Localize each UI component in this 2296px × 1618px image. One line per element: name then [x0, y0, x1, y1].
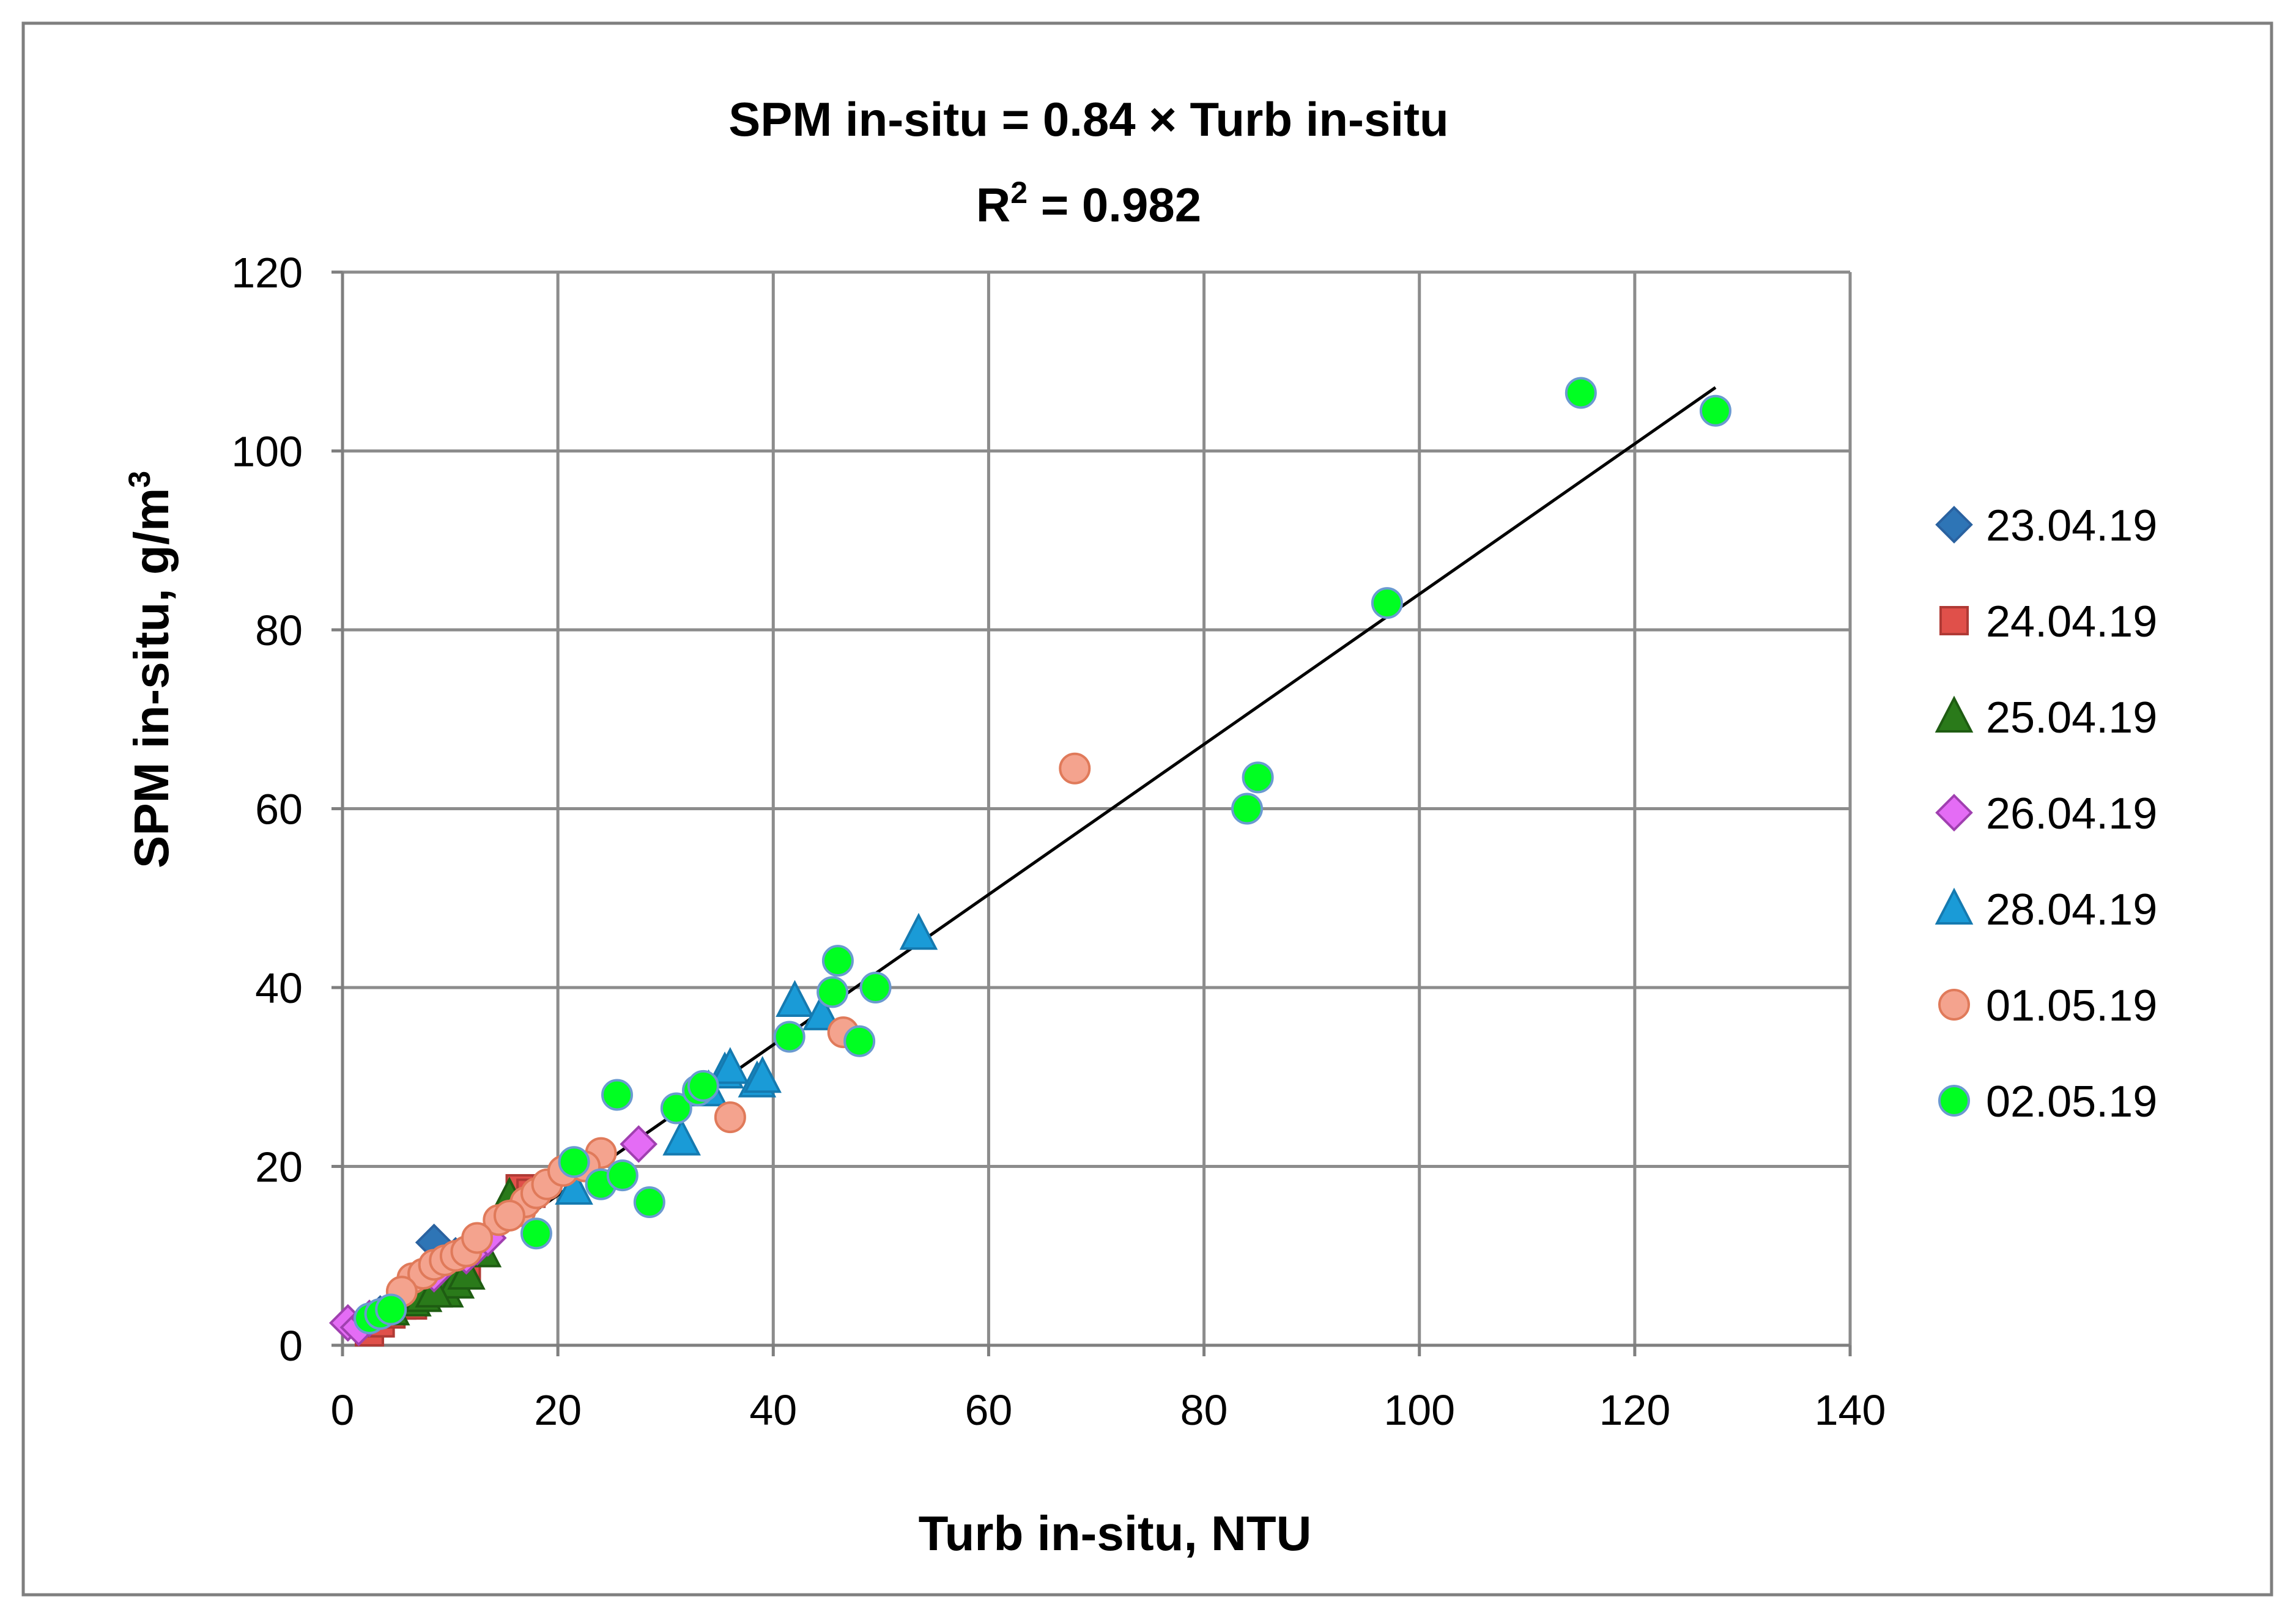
legend-marker	[1935, 887, 1974, 925]
data-points	[328, 377, 1731, 1347]
y-axis-title-superscript: 3	[122, 471, 157, 488]
series-02.05.19	[354, 377, 1731, 1335]
x-tick-label: 140	[1815, 1386, 1886, 1434]
y-axis-title: SPM in-situ, g/m3	[122, 471, 179, 868]
legend-marker	[1935, 695, 1974, 733]
data-point	[859, 972, 892, 1003]
x-axis-title: Turb in-situ, NTU	[919, 1506, 1312, 1561]
data-point	[743, 1055, 782, 1093]
data-point	[375, 1293, 407, 1326]
subtitle-superscript: 2	[1010, 175, 1028, 210]
legend-marker	[1935, 794, 1973, 832]
legend-label: 23.04.19	[1986, 501, 2157, 550]
legend-marker	[1939, 606, 1969, 635]
subtitle-r: R	[976, 178, 1010, 232]
data-point	[1371, 587, 1403, 619]
legend-label: 24.04.19	[1986, 597, 2157, 646]
x-tick-label: 40	[749, 1386, 797, 1434]
y-tick-label: 100	[231, 428, 303, 476]
data-point	[802, 993, 841, 1030]
legend-marker	[1938, 989, 1970, 1021]
legend: 23.04.19 24.04.19 25.04.19 26.04.19 28.04.19…	[1935, 501, 2157, 1126]
data-point	[1242, 761, 1274, 794]
data-point	[776, 980, 814, 1017]
data-point	[1699, 394, 1731, 427]
data-point	[662, 1118, 701, 1156]
legend-label: 28.04.19	[1986, 885, 2157, 934]
legend-marker	[1935, 506, 1973, 544]
data-point	[817, 976, 849, 1008]
data-point	[687, 1069, 719, 1102]
data-point	[601, 1079, 633, 1111]
data-point	[520, 1217, 552, 1250]
data-point	[1059, 752, 1091, 785]
x-tick-label: 20	[534, 1386, 582, 1434]
y-tick-label: 40	[255, 964, 303, 1012]
legend-label: 25.04.19	[1986, 693, 2157, 742]
y-tick-label: 0	[279, 1322, 303, 1370]
data-point	[660, 1092, 692, 1125]
data-point	[714, 1101, 746, 1134]
x-tick-label: 100	[1383, 1386, 1455, 1434]
series-01.05.19	[385, 752, 1091, 1308]
subtitle-value: = 0.982	[1028, 178, 1201, 232]
axes	[331, 270, 1852, 1356]
data-point	[899, 912, 938, 950]
data-point	[1231, 792, 1263, 825]
data-point	[606, 1159, 639, 1192]
data-point	[461, 1222, 494, 1254]
y-tick-label: 20	[255, 1143, 303, 1191]
y-axis-title-text: SPM in-situ, g/m	[124, 488, 179, 868]
x-tick-label: 60	[965, 1386, 1012, 1434]
data-point	[633, 1186, 665, 1218]
data-point	[558, 1146, 590, 1178]
legend-label: 26.04.19	[1986, 789, 2157, 838]
legend-marker	[1938, 1085, 1970, 1117]
chart-title: SPM in-situ = 0.84 × Turb in-situ	[728, 92, 1448, 146]
x-tick-label: 80	[1180, 1386, 1228, 1434]
data-point	[493, 1199, 525, 1232]
y-tick-label: 60	[255, 786, 303, 833]
data-point	[1565, 377, 1597, 409]
y-tick-label: 120	[231, 249, 303, 297]
data-point	[821, 945, 854, 977]
data-point	[773, 1021, 805, 1053]
x-tick-label: 120	[1599, 1386, 1670, 1434]
legend-label: 01.05.19	[1986, 981, 2157, 1030]
data-point	[843, 1025, 876, 1057]
data-point	[711, 1047, 750, 1084]
x-tick-label: 0	[331, 1386, 355, 1434]
data-point	[620, 1125, 658, 1163]
tick-labels: 0 20 40 60 80 100 120 140 0 20 40 60 80 100 120	[231, 249, 1886, 1434]
chart-subtitle: R2 = 0.982	[976, 175, 1201, 232]
data-point	[555, 1167, 593, 1205]
y-tick-label: 80	[255, 607, 303, 654]
legend-label: 02.05.19	[1986, 1077, 2157, 1126]
